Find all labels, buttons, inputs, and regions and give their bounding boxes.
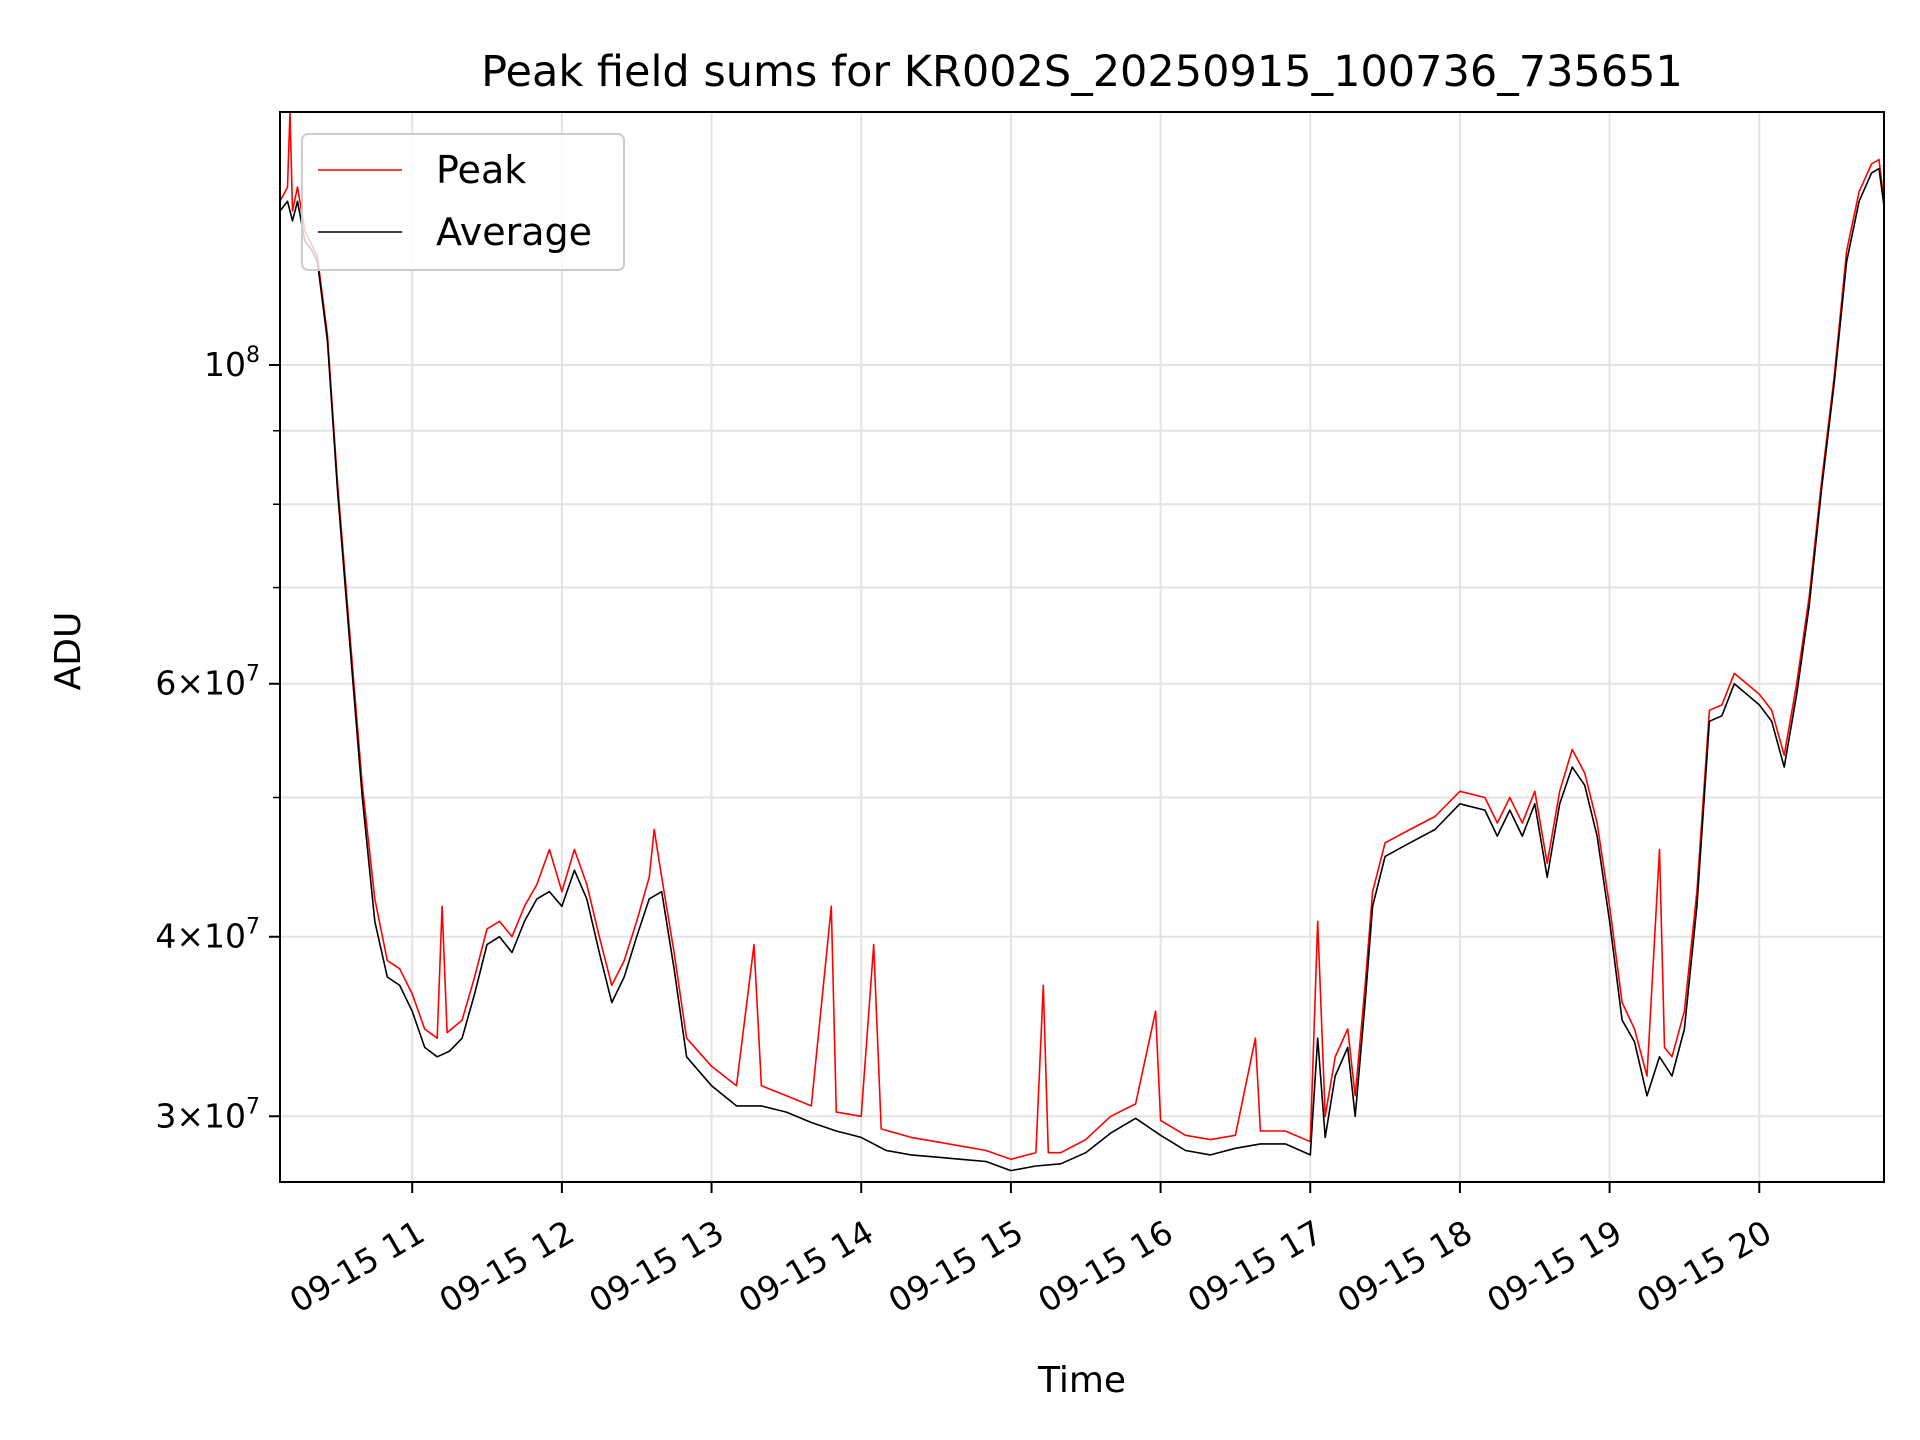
series-line-average (279, 167, 1885, 1172)
y-axis-label: ADU (48, 612, 89, 691)
legend-box (301, 133, 625, 271)
legend: Peak Average (301, 133, 625, 271)
y-tick-label: 6×107 (155, 662, 260, 703)
legend-label-average: Average (436, 210, 592, 254)
chart-title: Peak field sums for KR002S_20250915_1007… (481, 47, 1683, 97)
legend-label-peak: Peak (436, 148, 526, 192)
x-axis-label: Time (1037, 1360, 1126, 1401)
y-tick-label: 3×107 (155, 1094, 260, 1135)
plot-frame (279, 111, 1885, 1183)
y-tick-label: 108 (204, 343, 260, 384)
y-tick-label: 4×107 (155, 915, 260, 956)
series-layer (279, 111, 1885, 1172)
series-line-peak (279, 111, 1885, 1161)
grid (280, 112, 1884, 1182)
